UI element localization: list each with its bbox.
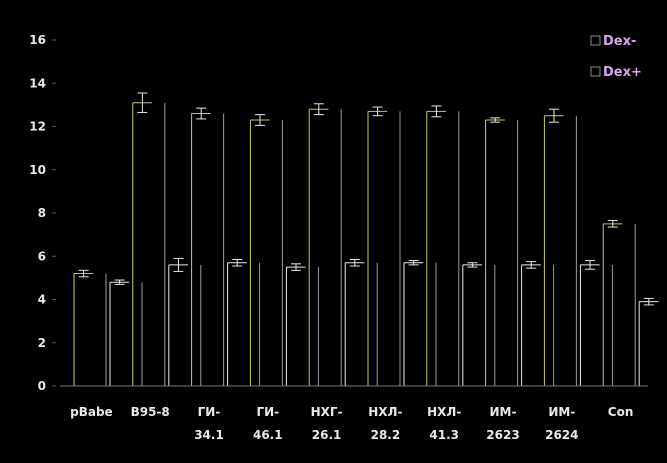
bar-dex-minus [73,273,107,386]
error-bar [431,105,442,118]
bar-dex-plus [285,266,319,386]
bar-dex-plus [638,301,659,386]
bar-dex-plus [579,264,613,386]
y-tick-label: 4 [38,293,46,307]
y-tick-label: 0 [38,379,46,393]
x-tick-label: 2624 [545,428,578,442]
y-tick-label: 10 [29,163,46,177]
error-bar [585,260,595,270]
y-tick-label: 8 [38,206,46,220]
error-bar [173,257,184,272]
legend: Dex- Dex+ [590,34,642,80]
error-bar [137,92,148,113]
error-bar [467,262,478,268]
x-tick-label: ГИ- [256,405,279,419]
bar-dex-minus [367,110,401,386]
legend-label-dex-minus: Dex- [603,34,636,49]
error-bar [232,258,243,267]
y-tick-label: 16 [29,33,46,47]
bar-dex-minus [426,110,460,386]
x-tick-label: ИМ- [490,405,517,419]
bar-dex-minus [191,113,225,386]
error-bar [490,117,501,123]
y-axis: 0 2 4 6 8 10 12 14 16 [29,33,56,393]
bar-dex-minus [132,102,166,386]
x-tick-label: B95-8 [131,405,170,419]
bar-dex-minus [543,115,577,386]
bar-dex-plus [462,264,496,386]
error-bar [78,269,89,278]
bar-dex-minus [249,119,283,386]
error-bar [549,108,559,123]
legend-swatch-dex-minus [590,35,601,46]
bar-dex-minus [485,119,519,386]
y-tick-label: 12 [29,120,46,134]
x-tick-label: 41.3 [429,428,459,442]
bar-dex-plus [227,262,261,386]
y-tick-label: 2 [38,336,46,350]
error-bar [643,297,654,306]
x-tick-label: ГИ- [198,405,221,419]
error-bar [313,103,324,116]
error-bar [196,107,207,120]
x-tick-label: 2623 [486,428,519,442]
error-bars-layer [78,92,654,306]
legend-swatch-dex-plus [590,66,601,77]
bar-dex-plus [344,262,378,386]
error-bar [291,263,301,271]
error-bar [255,114,265,126]
x-tick-label: ИМ- [548,405,575,419]
bar-dex-plus [168,264,202,386]
error-bar [526,261,537,269]
error-bar [607,220,618,228]
bars-layer [73,102,659,386]
x-tick-label: 34.1 [194,428,224,442]
bar-dex-plus [521,264,555,386]
bar-dex-minus [308,108,342,386]
error-bar [408,260,419,266]
y-tick-label: 14 [29,76,46,90]
bar-dex-plus [109,281,143,386]
legend-label-dex-plus: Dex+ [603,65,642,80]
x-tick-label: 46.1 [253,428,283,442]
x-tick-label: НХЛ- [427,405,461,419]
bar-dex-plus [403,262,437,386]
x-tick-label: 26.1 [312,428,342,442]
bar-dex-minus [602,223,636,386]
x-tick-label: 28.2 [371,428,401,442]
y-tick-label: 6 [38,249,46,263]
x-tick-label: pBabe [70,405,113,419]
x-tick-label: НХЛ- [368,405,402,419]
x-axis: pBabe B95-8 ГИ- 34.1 ГИ- 46.1 НХГ- 26.1 НХЛ- 28.2… [60,385,648,442]
x-tick-label: НХГ- [311,405,343,419]
error-bar [349,258,360,267]
error-bar [114,279,125,285]
error-bar [372,106,383,117]
x-tick-label: Con [608,405,634,419]
